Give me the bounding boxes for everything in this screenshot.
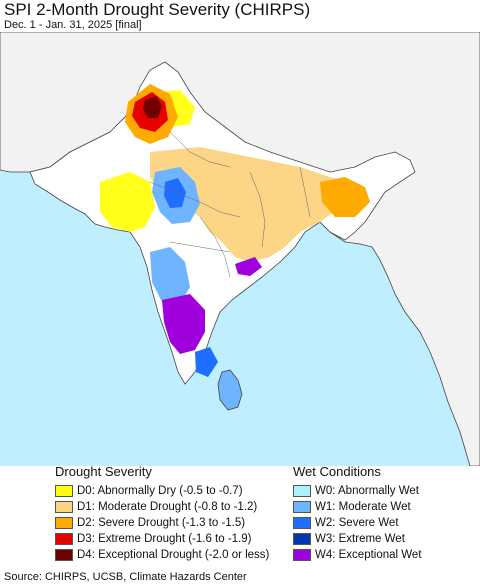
- swatch-w0: [293, 485, 311, 497]
- legend-item-d4: D4: Exceptional Drought (-2.0 or less): [55, 548, 269, 562]
- legend-item-d0: D0: Abnormally Dry (-0.5 to -0.7): [55, 484, 243, 498]
- legend-item-w1: W1: Moderate Wet: [293, 500, 411, 514]
- d1-region-central: [150, 147, 350, 262]
- wet-legend-title: Wet Conditions: [293, 464, 381, 479]
- legend-label-w1: W1: Moderate Wet: [315, 501, 411, 513]
- d0-region-west: [100, 172, 155, 232]
- map-subtitle: Dec. 1 - Jan. 31, 2025 [final]: [4, 19, 142, 31]
- map-title: SPI 2-Month Drought Severity (CHIRPS): [4, 0, 311, 19]
- legend-item-w4: W4: Exceptional Wet: [293, 548, 422, 562]
- swatch-d4: [55, 549, 73, 561]
- legend-label-d4: D4: Exceptional Drought (-2.0 or less): [77, 549, 270, 561]
- drought-map: [0, 32, 480, 466]
- swatch-d1: [55, 501, 73, 513]
- legend-item-w3: W3: Extreme Wet: [293, 532, 405, 546]
- legend-label-w0: W0: Abnormally Wet: [315, 485, 419, 497]
- legend-item-w0: W0: Abnormally Wet: [293, 484, 419, 498]
- drought-legend-title: Drought Severity: [55, 464, 152, 479]
- legend-label-d2: D2: Severe Drought (-1.3 to -1.5): [77, 517, 246, 529]
- legend-label-d0: D0: Abnormally Dry (-0.5 to -0.7): [77, 485, 243, 497]
- legend-item-w2: W2: Severe Wet: [293, 516, 399, 530]
- swatch-d2: [55, 517, 73, 529]
- w4-region-east-coast: [235, 257, 262, 276]
- legend-item-d2: D2: Severe Drought (-1.3 to -1.5): [55, 516, 245, 530]
- legend-label-w3: W3: Extreme Wet: [315, 533, 405, 545]
- legend: Drought Severity Wet Conditions D0: Abno…: [0, 464, 480, 568]
- sri-lanka: [217, 369, 243, 411]
- d2-region-east: [320, 177, 370, 217]
- source-credit: Source: CHIRPS, UCSB, Climate Hazards Ce…: [4, 571, 247, 583]
- swatch-d3: [55, 533, 73, 545]
- d4-region-punjab: [143, 96, 162, 118]
- admin-borders: [149, 131, 311, 278]
- swatch-w1: [293, 501, 311, 513]
- swatch-w3: [293, 533, 311, 545]
- w4-region-south: [162, 294, 205, 354]
- legend-item-d1: D1: Moderate Drought (-0.8 to -1.2): [55, 500, 257, 514]
- legend-label-w4: W4: Exceptional Wet: [315, 549, 422, 561]
- swatch-d0: [55, 485, 73, 497]
- legend-label-d3: D3: Extreme Drought (-1.6 to -1.9): [77, 533, 252, 545]
- w1-region-southwest: [150, 247, 190, 304]
- legend-label-w2: W2: Severe Wet: [315, 517, 399, 529]
- swatch-w4: [293, 549, 311, 561]
- w2-region-south-tip: [195, 347, 218, 377]
- legend-item-d3: D3: Extreme Drought (-1.6 to -1.9): [55, 532, 251, 546]
- legend-label-d1: D1: Moderate Drought (-0.8 to -1.2): [77, 501, 258, 513]
- swatch-w2: [293, 517, 311, 529]
- w2-region-west-central: [164, 178, 186, 208]
